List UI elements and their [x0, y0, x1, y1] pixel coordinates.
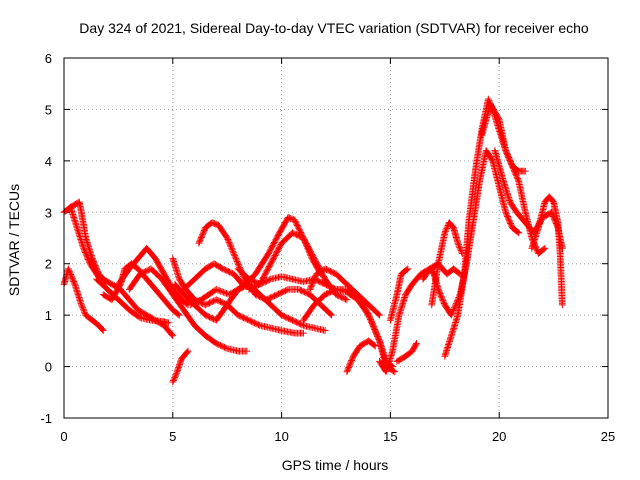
series-markers [386, 265, 412, 324]
y-tick-label: 6 [45, 51, 52, 66]
tick-labels: 0 5 10 15 20 25 -1 0 1 2 3 4 5 6 [40, 51, 615, 444]
y-tick-label: 1 [45, 308, 52, 323]
series-markers [306, 265, 383, 319]
series-markers [376, 260, 464, 376]
series-markers [478, 100, 529, 175]
series-s25 [478, 100, 529, 175]
y-axis-label: SDTVAR / TECUs [6, 184, 22, 296]
y-tick-label: -1 [40, 411, 52, 426]
series-s21 [386, 265, 412, 324]
x-tick-label: 10 [274, 429, 288, 444]
y-tick-label: 3 [45, 205, 52, 220]
series-markers [169, 347, 192, 386]
series-s9 [169, 255, 307, 337]
x-tick-label: 20 [492, 429, 506, 444]
series-markers [93, 275, 172, 327]
series-s17 [306, 265, 383, 319]
series-s4 [93, 275, 172, 327]
y-tick-label: 4 [45, 154, 52, 169]
series-markers [343, 337, 379, 376]
y-tick-label: 5 [45, 102, 52, 117]
series-s20 [393, 339, 420, 365]
series-markers [169, 255, 307, 337]
series-s19 [376, 260, 464, 376]
chart-title: Day 324 of 2021, Sidereal Day-to-day VTE… [79, 20, 589, 36]
series-s6 [114, 244, 192, 309]
series-s8 [169, 347, 192, 386]
x-tick-label: 15 [383, 429, 397, 444]
series-markers [114, 244, 192, 309]
series-markers [428, 219, 466, 309]
series-s18 [343, 337, 379, 376]
series-markers [393, 339, 420, 365]
plot-frame [63, 57, 609, 419]
x-tick-label: 5 [169, 429, 176, 444]
series-s23 [428, 219, 466, 309]
y-tick-label: 2 [45, 257, 52, 272]
series-markers [528, 193, 566, 309]
grid-lines [64, 58, 608, 418]
data-series [60, 95, 566, 386]
series-s7 [125, 265, 251, 355]
series-s27 [528, 193, 566, 309]
series-markers [125, 265, 251, 355]
x-tick-label: 0 [60, 429, 67, 444]
axis-ticks [63, 57, 609, 419]
y-tick-label: 0 [45, 360, 52, 375]
x-axis-label: GPS time / hours [282, 457, 389, 473]
x-tick-label: 25 [601, 429, 615, 444]
